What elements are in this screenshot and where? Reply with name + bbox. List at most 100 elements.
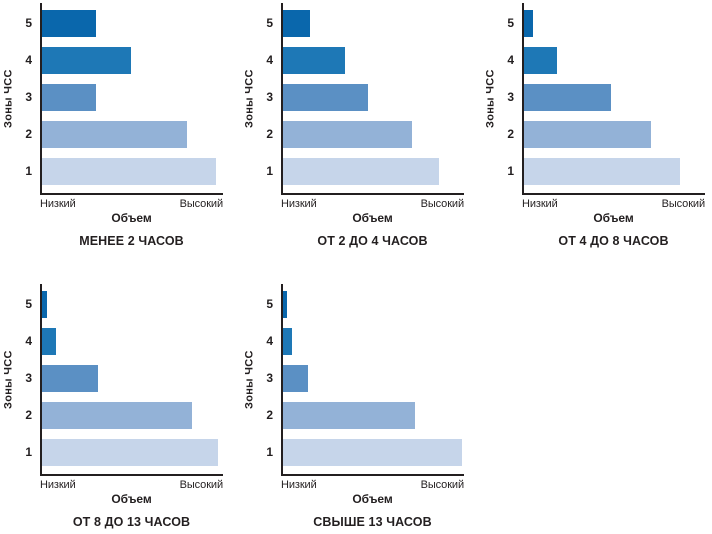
y-tick-label-zone-5: 5	[266, 16, 273, 30]
bar-zone-4	[42, 328, 56, 355]
y-tick-label-zone-4: 4	[266, 53, 273, 67]
y-tick-label-zone-5: 5	[25, 16, 32, 30]
chart-title: ОТ 2 ДО 4 ЧАСОВ	[317, 234, 428, 248]
y-tick-label-zone-3: 3	[266, 90, 273, 104]
hr-zone-chart-5: Зоны ЧСС 5 4 3 2 1 Низкий Высокий Объем СВЫШ…	[241, 281, 478, 530]
plot-area	[281, 284, 464, 476]
y-tick-labels: 5 4 3 2 1	[17, 3, 40, 195]
bar-zone-2	[42, 121, 187, 148]
bar-zone-4	[283, 328, 293, 355]
y-axis-label: Зоны ЧСС	[2, 350, 15, 410]
y-tick-label-zone-2: 2	[25, 408, 32, 422]
x-axis-min-label: Низкий	[40, 198, 76, 210]
bar-zone-3	[42, 84, 97, 111]
bar-zone-3	[524, 84, 611, 111]
y-tick-labels: 5 4 3 2 1	[17, 284, 40, 476]
plot-body: Зоны ЧСС 5 4 3 2 1	[0, 3, 223, 195]
x-axis-end-labels: Низкий Высокий	[522, 198, 705, 211]
bar-zone-4	[524, 47, 557, 74]
x-axis-end-labels: Низкий Высокий	[281, 198, 464, 211]
plot-area	[522, 3, 705, 195]
x-axis-min-label: Низкий	[281, 479, 317, 491]
y-axis-label: Зоны ЧСС	[243, 350, 256, 410]
chart-title: МЕНЕЕ 2 ЧАСОВ	[79, 234, 184, 248]
x-axis-title: Объем	[352, 492, 393, 506]
x-axis-title: Объем	[111, 492, 152, 506]
y-tick-label-zone-1: 1	[266, 164, 273, 178]
bar-zone-3	[283, 365, 309, 392]
plot-body: Зоны ЧСС 5 4 3 2 1	[241, 3, 464, 195]
y-tick-label-zone-1: 1	[266, 445, 273, 459]
x-axis-title: Объем	[593, 211, 634, 225]
x-axis-end-labels: Низкий Высокий	[281, 479, 464, 492]
plot-body: Зоны ЧСС 5 4 3 2 1	[482, 3, 705, 195]
y-tick-label-zone-1: 1	[507, 164, 514, 178]
y-tick-label-zone-4: 4	[25, 334, 32, 348]
y-tick-label-zone-4: 4	[266, 334, 273, 348]
y-tick-label-zone-2: 2	[507, 127, 514, 141]
bar-zone-5	[283, 291, 287, 318]
x-axis-title: Объем	[111, 211, 152, 225]
y-tick-label-zone-4: 4	[507, 53, 514, 67]
y-tick-label-zone-1: 1	[25, 164, 32, 178]
hr-zone-chart-2: Зоны ЧСС 5 4 3 2 1 Низкий Высокий Объем ОТ 2…	[241, 0, 478, 249]
x-axis-max-label: Высокий	[420, 198, 464, 210]
x-axis-title: Объем	[352, 211, 393, 225]
chart-title: ОТ 8 ДО 13 ЧАСОВ	[72, 515, 191, 529]
bar-zone-2	[524, 121, 651, 148]
y-tick-labels: 5 4 3 2 1	[258, 284, 281, 476]
y-tick-labels: 5 4 3 2 1	[499, 3, 522, 195]
x-axis-max-label: Высокий	[661, 198, 705, 210]
plot-area	[40, 284, 223, 476]
bar-zone-3	[283, 84, 369, 111]
x-axis-min-label: Низкий	[522, 198, 558, 210]
bar-zone-4	[283, 47, 345, 74]
y-axis-label: Зоны ЧСС	[484, 69, 497, 129]
bar-zone-2	[42, 402, 193, 429]
chart-title: ОТ 4 ДО 8 ЧАСОВ	[558, 234, 669, 248]
y-axis-label: Зоны ЧСС	[2, 69, 15, 129]
bar-zone-5	[42, 291, 47, 318]
bar-zone-1	[42, 158, 216, 185]
y-tick-label-zone-3: 3	[25, 371, 32, 385]
x-axis-max-label: Высокий	[420, 479, 464, 491]
x-axis-max-label: Высокий	[179, 198, 223, 210]
bar-zone-3	[42, 365, 99, 392]
bar-zone-2	[283, 402, 416, 429]
hr-zone-chart-1: Зоны ЧСС 5 4 3 2 1 Низкий Высокий Объем МЕНЕ…	[0, 0, 237, 249]
bar-zone-5	[283, 10, 311, 37]
y-tick-labels: 5 4 3 2 1	[258, 3, 281, 195]
bar-zone-5	[524, 10, 534, 37]
bar-zone-1	[42, 439, 218, 466]
y-axis-label: Зоны ЧСС	[243, 69, 256, 129]
plot-area	[281, 3, 464, 195]
x-axis-end-labels: Низкий Высокий	[40, 198, 223, 211]
y-tick-label-zone-4: 4	[25, 53, 32, 67]
y-tick-label-zone-3: 3	[25, 90, 32, 104]
bar-zone-1	[283, 158, 439, 185]
x-axis-end-labels: Низкий Высокий	[40, 479, 223, 492]
y-tick-label-zone-5: 5	[266, 297, 273, 311]
x-axis-max-label: Высокий	[179, 479, 223, 491]
plot-body: Зоны ЧСС 5 4 3 2 1	[0, 284, 223, 476]
y-tick-label-zone-2: 2	[266, 408, 273, 422]
bar-zone-2	[283, 121, 412, 148]
chart-title: СВЫШЕ 13 ЧАСОВ	[313, 515, 432, 529]
hr-zone-chart-4: Зоны ЧСС 5 4 3 2 1 Низкий Высокий Объем ОТ 8…	[0, 281, 237, 530]
y-tick-label-zone-1: 1	[25, 445, 32, 459]
x-axis-min-label: Низкий	[40, 479, 76, 491]
bar-zone-1	[283, 439, 463, 466]
y-tick-label-zone-3: 3	[266, 371, 273, 385]
y-tick-label-zone-5: 5	[507, 16, 514, 30]
plot-area	[40, 3, 223, 195]
bar-zone-4	[42, 47, 131, 74]
y-tick-label-zone-2: 2	[266, 127, 273, 141]
bar-zone-1	[524, 158, 680, 185]
x-axis-min-label: Низкий	[281, 198, 317, 210]
bar-zone-5	[42, 10, 97, 37]
y-tick-label-zone-2: 2	[25, 127, 32, 141]
hr-zone-chart-3: Зоны ЧСС 5 4 3 2 1 Низкий Высокий Объем ОТ 4…	[482, 0, 712, 249]
plot-body: Зоны ЧСС 5 4 3 2 1	[241, 284, 464, 476]
y-tick-label-zone-5: 5	[25, 297, 32, 311]
